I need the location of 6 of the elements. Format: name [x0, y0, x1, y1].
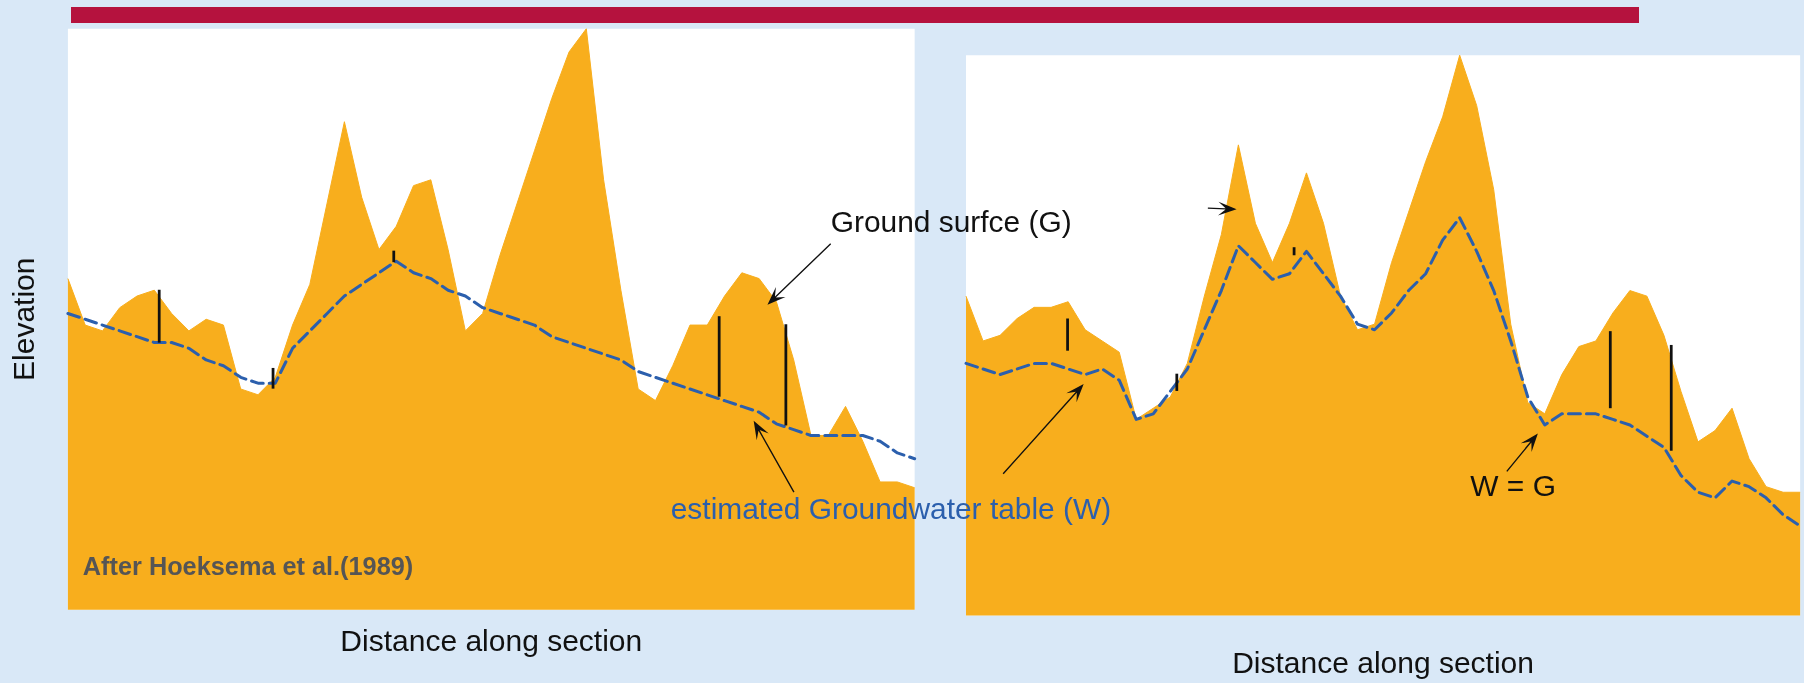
- x-axis-title: Distance along section: [340, 624, 643, 658]
- y-axis-title: Elevation: [6, 257, 40, 381]
- x-axis-title: Distance along section: [1232, 646, 1535, 680]
- annotation: After Hoeksema et al.(1989): [82, 552, 414, 582]
- annotation: Ground surfce (G): [830, 204, 1072, 239]
- annotation: W = G: [1470, 469, 1556, 504]
